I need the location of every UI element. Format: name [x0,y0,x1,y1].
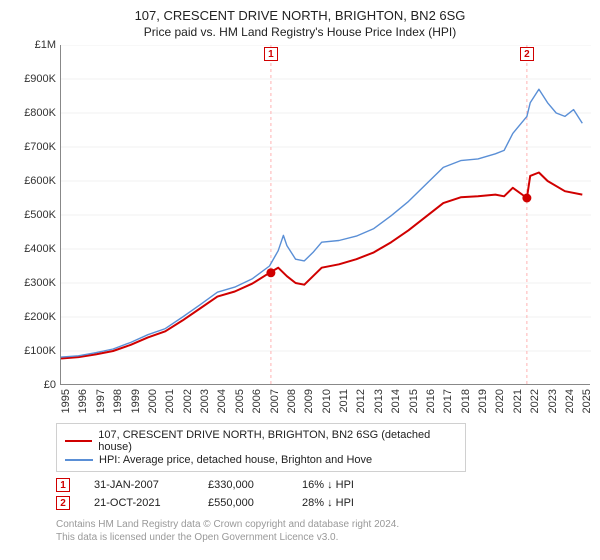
footer-line: This data is licensed under the Open Gov… [56,531,590,544]
legend-item: HPI: Average price, detached house, Brig… [65,454,457,466]
x-tick-label: 2025 [581,389,593,413]
x-tick-label: 1996 [77,389,89,413]
x-tick-label: 2001 [164,389,176,413]
footer-line: Contains HM Land Registry data © Crown c… [56,518,590,531]
y-tick-label: £700K [24,141,56,153]
x-tick-label: 2010 [321,389,333,413]
sale-row: 2 21-OCT-2021 £550,000 28% ↓ HPI [56,496,590,510]
x-tick-label: 2012 [355,389,367,413]
plot-area: 12 [60,45,590,385]
y-tick-label: £800K [24,107,56,119]
x-tick-label: 2007 [269,389,281,413]
x-tick-label: 2009 [303,389,315,413]
sale-price: £550,000 [208,497,278,509]
x-tick-label: 2022 [529,389,541,413]
y-tick-label: £600K [24,175,56,187]
sale-marker-box: 2 [520,47,534,61]
x-tick-label: 2019 [477,389,489,413]
x-tick-label: 2020 [494,389,506,413]
title-main: 107, CRESCENT DRIVE NORTH, BRIGHTON, BN2… [10,8,590,23]
y-axis: £0£100K£200K£300K£400K£500K£600K£700K£80… [10,45,60,385]
legend-label: HPI: Average price, detached house, Brig… [99,454,372,466]
x-tick-label: 1998 [112,389,124,413]
chart-container: 107, CRESCENT DRIVE NORTH, BRIGHTON, BN2… [0,0,600,560]
title-sub: Price paid vs. HM Land Registry's House … [10,25,590,39]
sale-marker-icon: 2 [56,496,70,510]
sale-marker-box: 1 [264,47,278,61]
y-tick-label: £100K [24,345,56,357]
legend-item: 107, CRESCENT DRIVE NORTH, BRIGHTON, BN2… [65,429,457,453]
x-tick-label: 2002 [182,389,194,413]
y-tick-label: £0 [44,379,56,391]
x-tick-label: 2014 [390,389,402,413]
y-tick-label: £900K [24,73,56,85]
x-tick-label: 2013 [373,389,385,413]
x-tick-label: 2024 [564,389,576,413]
x-tick-label: 2004 [216,389,228,413]
x-tick-label: 1995 [60,389,72,413]
x-tick-label: 1999 [130,389,142,413]
x-tick-label: 2021 [512,389,524,413]
x-tick-label: 2000 [147,389,159,413]
x-axis: 1995 1996 1997 1998 1999 2000 2001 2002 2003 2004… [60,385,590,415]
title-block: 107, CRESCENT DRIVE NORTH, BRIGHTON, BN2… [10,8,590,39]
sale-diff: 16% ↓ HPI [302,479,392,491]
y-tick-label: £400K [24,243,56,255]
x-tick-label: 2023 [547,389,559,413]
legend-swatch [65,440,92,442]
sale-date: 21-OCT-2021 [94,497,184,509]
x-tick-label: 2017 [442,389,454,413]
sale-marker-icon: 1 [56,478,70,492]
x-tick-label: 2003 [199,389,211,413]
x-tick-label: 2016 [425,389,437,413]
x-tick-label: 2005 [234,389,246,413]
sale-date: 31-JAN-2007 [94,479,184,491]
sale-price: £330,000 [208,479,278,491]
legend-swatch [65,459,93,461]
sale-row: 1 31-JAN-2007 £330,000 16% ↓ HPI [56,478,590,492]
x-tick-label: 2008 [286,389,298,413]
y-tick-label: £1M [35,39,56,51]
y-tick-label: £500K [24,209,56,221]
x-tick-label: 2018 [460,389,472,413]
y-tick-label: £300K [24,277,56,289]
x-tick-label: 1997 [95,389,107,413]
chart-area: £0 £100K £200K £300K £400K £500K £600K £700K £80… [10,45,590,415]
x-tick-label: 2015 [408,389,420,413]
plot-svg [61,45,591,385]
footer-attribution: Contains HM Land Registry data © Crown c… [56,518,590,544]
x-tick-label: 2006 [251,389,263,413]
y-tick-label: £200K [24,311,56,323]
legend: 107, CRESCENT DRIVE NORTH, BRIGHTON, BN2… [56,423,466,472]
legend-label: 107, CRESCENT DRIVE NORTH, BRIGHTON, BN2… [98,429,457,453]
sale-diff: 28% ↓ HPI [302,497,392,509]
sales-table: 1 31-JAN-2007 £330,000 16% ↓ HPI 2 21-OC… [56,478,590,510]
x-tick-label: 2011 [338,389,350,413]
